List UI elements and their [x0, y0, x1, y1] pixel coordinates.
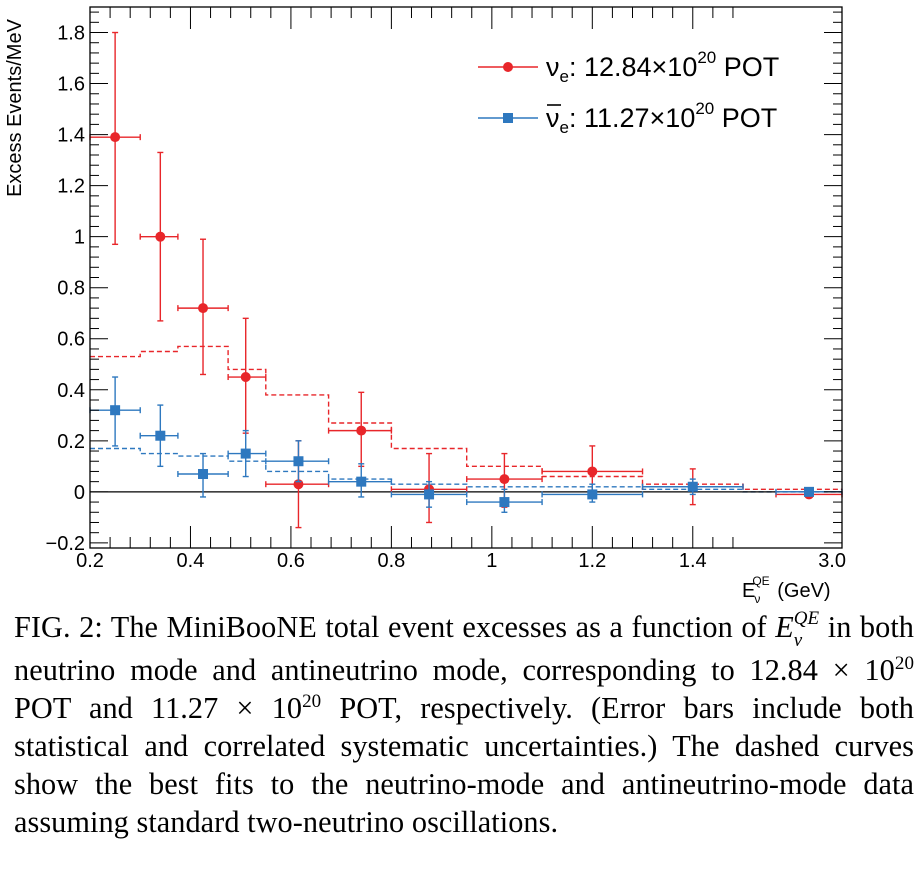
data-point-neutrino-1: [89, 31, 141, 246]
x-tick-label: 1: [486, 550, 497, 572]
caption-part-2: in both neutrino mode and antineutrino m…: [14, 610, 914, 687]
marker-square: [155, 430, 166, 441]
marker-square: [587, 489, 598, 500]
data-points: [89, 31, 843, 529]
marker-circle: [155, 231, 166, 242]
y-tick-label: 0.4: [57, 380, 85, 402]
caption-sup-2: 20: [302, 690, 322, 712]
x-axis-label-sup: QE: [752, 574, 769, 588]
data-point-antineutrino-2: [139, 404, 179, 468]
x-tick-label: 1.2: [578, 550, 606, 572]
legend-tail: POT: [716, 52, 779, 82]
legend-entry-antineutrino: νe: 11.27×1020 POT: [478, 99, 777, 137]
marker-square: [804, 486, 814, 497]
legend-entry-neutrino: νe: 12.84×1020 POT: [478, 48, 779, 86]
marker-circle: [356, 425, 367, 436]
legend-marker-square: [503, 113, 513, 123]
data-point-antineutrino-1: [89, 376, 141, 447]
x-axis-label-main: E: [742, 580, 755, 602]
data-point-antineutrino-8: [466, 488, 543, 513]
y-tick-label: 1.4: [57, 125, 85, 147]
legend-tail: POT: [714, 103, 777, 133]
marker-square: [198, 468, 209, 479]
data-point-antineutrino-10: [641, 478, 744, 496]
legend-superscript: 20: [695, 99, 714, 118]
axis-ticks: −0.2 0 0.2 0.4 0.6 0.8 1 1.2 1.4 1.6 1.8 0.2 0.4 0.6 0…: [46, 7, 846, 572]
caption-part-4: POT, respectively. (Error bars include b…: [14, 691, 914, 839]
legend-marker-circle: [503, 62, 513, 72]
x-tick-label: 0.6: [277, 550, 305, 572]
marker-circle: [198, 303, 209, 314]
x-tick-label: 0.4: [177, 550, 205, 572]
legend-label: νe: 12.84×1020 POT: [546, 48, 779, 86]
y-tick-label: 0.6: [57, 329, 85, 351]
data-point-neutrino-5: [265, 440, 330, 529]
y-tick-label: 0.8: [57, 278, 85, 300]
legend-superscript: 20: [697, 48, 716, 67]
excess-events-chart: −0.2 0 0.2 0.4 0.6 0.8 1 1.2 1.4 1.6 1.8 0.2 0.4 0.6 0…: [4, 6, 846, 605]
data-point-antineutrino-5: [265, 440, 330, 483]
legend-label: νe: 11.27×1020 POT: [546, 99, 777, 137]
caption-sup-1: 20: [894, 652, 914, 674]
x-tick-label: 3.0: [818, 550, 846, 572]
caption-variable-sub: ν: [793, 630, 803, 651]
caption-variable: EQE ν: [775, 608, 820, 651]
data-point-neutrino-3: [177, 238, 229, 376]
marker-circle: [499, 474, 510, 485]
data-point-antineutrino-6: [327, 463, 393, 498]
y-tick-label: 0: [74, 482, 85, 504]
data-point-antineutrino-9: [541, 483, 644, 503]
data-point-neutrino-6: [327, 391, 393, 468]
y-tick-label: −0.2: [46, 533, 85, 555]
figure-caption: FIG. 2: The MiniBooNE total event excess…: [14, 608, 914, 841]
x-tick-label: 0.8: [377, 550, 405, 572]
x-axis-label: Eν QE (GeV): [742, 574, 831, 605]
marker-circle: [110, 132, 121, 143]
y-tick-label: 1: [74, 227, 85, 249]
x-axis-label-unit: (GeV): [772, 580, 831, 602]
y-tick-label: 1.6: [57, 74, 85, 96]
marker-circle: [587, 466, 598, 477]
data-point-antineutrino-4: [227, 429, 267, 478]
legend-symbol: ν: [546, 103, 560, 133]
caption-part-1: FIG. 2: The MiniBooNE total event excess…: [14, 610, 776, 644]
y-axis-label: Excess Events/MeV: [4, 18, 26, 197]
marker-circle: [240, 372, 251, 383]
marker-square: [110, 405, 121, 416]
marker-square: [687, 481, 698, 492]
fit-curve-neutrino: [90, 345, 842, 490]
marker-square: [356, 476, 367, 487]
x-tick-label: 0.2: [76, 550, 104, 572]
x-axis-label-sub: ν: [754, 592, 760, 605]
legend-subscript: e: [560, 118, 569, 137]
legend-symbol: ν: [546, 52, 560, 82]
caption-variable-sup: QE: [793, 608, 820, 629]
data-point-neutrino-2: [139, 151, 179, 322]
data-point-neutrino-4: [227, 317, 267, 434]
marker-square: [240, 448, 251, 459]
legend-text: : 11.27×10: [569, 103, 695, 133]
marker-square: [424, 489, 435, 500]
legend-subscript: e: [560, 67, 569, 86]
marker-square: [499, 497, 510, 508]
caption-part-3: POT and 11.27 × 10: [14, 691, 303, 725]
x-tick-label: 1.4: [679, 550, 707, 572]
y-tick-label: 1.8: [57, 23, 85, 45]
y-tick-label: 0.2: [57, 431, 85, 453]
y-tick-label: 1.2: [57, 176, 85, 198]
legend-text: : 12.84×10: [569, 52, 697, 82]
marker-square: [293, 456, 304, 467]
data-point-antineutrino-3: [177, 452, 229, 498]
data-point-antineutrino-7: [390, 480, 468, 508]
